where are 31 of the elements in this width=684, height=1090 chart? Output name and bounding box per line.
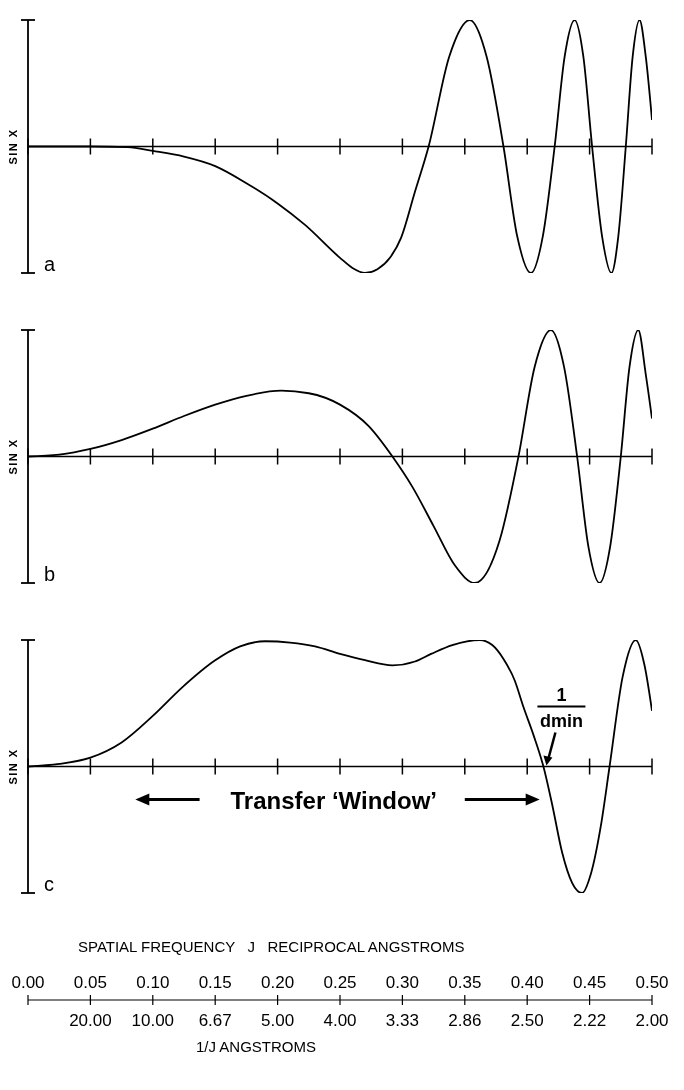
x-tick-label: 0.35	[448, 973, 482, 992]
annotation: b	[44, 563, 56, 585]
x-tick-label: 0.15	[198, 973, 232, 992]
x-tick-label: 0.30	[385, 973, 419, 992]
x-tick-label: 0.50	[635, 973, 669, 992]
text: 5.00	[261, 1011, 295, 1030]
annotation: Transfer ‘Window’	[230, 786, 437, 814]
x-tick-label: 0.20	[261, 973, 295, 992]
text: 2.50	[510, 1011, 544, 1030]
x-tick-label: 0.05	[73, 973, 107, 992]
annotation: c	[44, 873, 54, 895]
annotation: a	[44, 253, 56, 275]
text: 2.00	[635, 1011, 669, 1030]
text: 4.00	[323, 1011, 357, 1030]
y-axis-title: SIN X	[6, 748, 19, 785]
text: 6.67	[198, 1011, 232, 1030]
text: 20.00	[69, 1011, 112, 1030]
y-axis-title: SIN X	[6, 438, 19, 475]
x-tick-label: 0.00	[11, 973, 45, 992]
text: 10.00	[131, 1011, 175, 1030]
text: 2.86	[448, 1011, 482, 1030]
text: 2.22	[573, 1011, 607, 1030]
x-tick-label: 0.10	[136, 973, 170, 992]
annotation: 1 dmin	[539, 684, 583, 731]
text: 3.33	[385, 1011, 419, 1030]
x-tick-label: 0.25	[323, 973, 357, 992]
y-axis-title: SIN X	[6, 128, 19, 165]
x-axis-title: SPATIAL FREQUENCY J RECIPROCAL ANGSTROMS	[77, 938, 466, 957]
x-tick-label: 0.45	[573, 973, 607, 992]
text: 1/J ANGSTROMS	[195, 1038, 318, 1057]
x-tick-label: 0.40	[510, 973, 544, 992]
